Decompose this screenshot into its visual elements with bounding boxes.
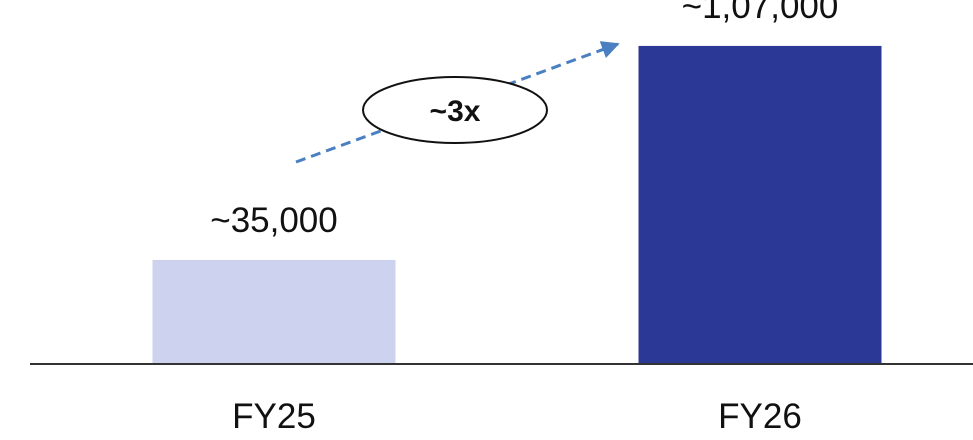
x-tick-label-fy26: FY26 [718,397,802,436]
data-label-fy25: ~35,000 [210,201,338,240]
growth-ellipse [362,76,548,144]
growth-arrow [295,41,620,164]
growth-annotation: ~3x [295,41,620,164]
bar-fy26 [638,45,882,364]
data-label-fy26: ~1,07,000 [682,0,839,26]
growth-multiplier-label: ~3x [430,95,481,128]
bar-fy25 [152,259,396,364]
x-tick-label-fy25: FY25 [232,397,316,436]
